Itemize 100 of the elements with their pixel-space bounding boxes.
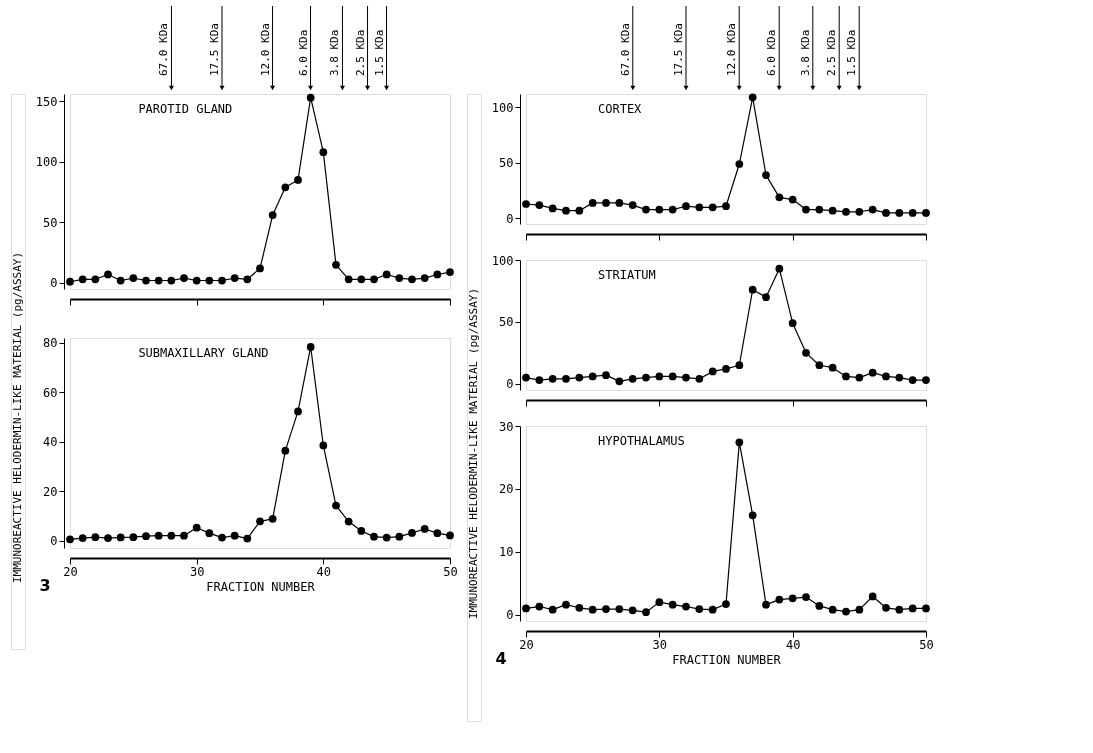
- y-tick-label: 0: [506, 608, 514, 623]
- point: [642, 608, 650, 617]
- point: [548, 605, 557, 614]
- x-tick-label: 20: [519, 637, 534, 652]
- point: [129, 274, 138, 282]
- point: [695, 374, 704, 383]
- point: [167, 531, 176, 540]
- point: [775, 595, 784, 604]
- point: [230, 274, 239, 282]
- point: [588, 199, 597, 207]
- point: [243, 275, 252, 284]
- point: [218, 276, 226, 285]
- point: [66, 535, 74, 544]
- point: [788, 594, 797, 603]
- text: 3: [39, 576, 51, 595]
- point: [154, 276, 163, 285]
- point: [708, 367, 717, 376]
- point: [588, 372, 597, 381]
- point: [180, 531, 188, 540]
- point: [642, 205, 650, 214]
- point: [908, 209, 917, 217]
- point: [256, 264, 264, 273]
- y-tick-label: 40: [43, 435, 58, 450]
- point: [855, 373, 864, 382]
- point: [895, 373, 904, 382]
- point: [205, 276, 214, 285]
- point: [655, 372, 664, 381]
- point: [815, 602, 824, 610]
- point: [192, 276, 201, 285]
- point: [575, 206, 584, 215]
- point: [395, 274, 404, 282]
- point: [602, 199, 610, 207]
- point: [180, 274, 188, 282]
- point: [908, 376, 917, 384]
- point: [655, 598, 664, 606]
- y-tick-label: 20: [43, 484, 58, 499]
- point: [775, 193, 784, 202]
- point: [281, 183, 290, 192]
- point: [668, 600, 677, 609]
- point: [735, 160, 744, 168]
- point: [802, 348, 810, 357]
- point: [882, 372, 890, 381]
- y-tick-label: 80: [43, 336, 58, 351]
- text: 17.5 KDa: [208, 23, 221, 76]
- point: [256, 517, 264, 526]
- text: CORTEX: [598, 102, 643, 116]
- x-tick-label: 20: [63, 564, 78, 579]
- point: [682, 373, 690, 382]
- point: [748, 93, 757, 102]
- point: [868, 205, 877, 214]
- text: 12.0 KDa: [725, 23, 739, 76]
- point: [682, 202, 690, 211]
- x-tick-label: 40: [316, 564, 332, 579]
- point: [268, 211, 277, 219]
- x-tick-label: 30: [189, 564, 205, 579]
- point: [116, 533, 125, 542]
- point: [433, 270, 442, 279]
- y-tick-label: 100: [491, 253, 514, 268]
- point: [908, 604, 917, 613]
- point: [332, 260, 340, 269]
- x-tick-label: 50: [443, 564, 458, 579]
- point: [615, 377, 624, 386]
- y-axis-title: IMMUNOREACTIVE HELODERMIN-LIKE MATERIAL (pg/ASSAY): [467, 287, 480, 620]
- point: [628, 606, 637, 615]
- point: [842, 607, 850, 616]
- point: [167, 276, 176, 285]
- point: [895, 209, 904, 217]
- point: [762, 600, 770, 609]
- point: [668, 372, 677, 381]
- point: [628, 374, 637, 383]
- point: [446, 268, 454, 276]
- point: [722, 202, 730, 211]
- point: [868, 368, 877, 377]
- point: [562, 206, 570, 215]
- text: 3.8 KDa: [798, 29, 812, 76]
- point: [243, 534, 252, 543]
- point: [522, 604, 530, 613]
- point: [522, 200, 530, 208]
- point: [142, 276, 150, 285]
- point: [408, 275, 416, 284]
- y-tick-label: 30: [499, 419, 514, 434]
- point: [762, 293, 770, 302]
- point: [788, 195, 797, 204]
- point: [802, 205, 810, 214]
- text: HYPOTHALAMUS: [598, 434, 685, 448]
- point: [842, 207, 850, 216]
- point: [306, 343, 315, 351]
- point: [535, 602, 544, 611]
- point: [91, 275, 100, 284]
- point: [615, 199, 624, 207]
- point: [357, 527, 366, 535]
- text: 3.8 KDa: [328, 29, 342, 76]
- point: [548, 374, 557, 383]
- point: [695, 605, 704, 613]
- point: [306, 93, 315, 102]
- y-axis-title: IMMUNOREACTIVE HELODERMIN-LIKE MATERIAL (pg/ASSAY): [11, 251, 24, 584]
- point: [104, 534, 112, 542]
- point: [420, 274, 429, 282]
- point: [708, 203, 717, 212]
- point: [735, 438, 744, 447]
